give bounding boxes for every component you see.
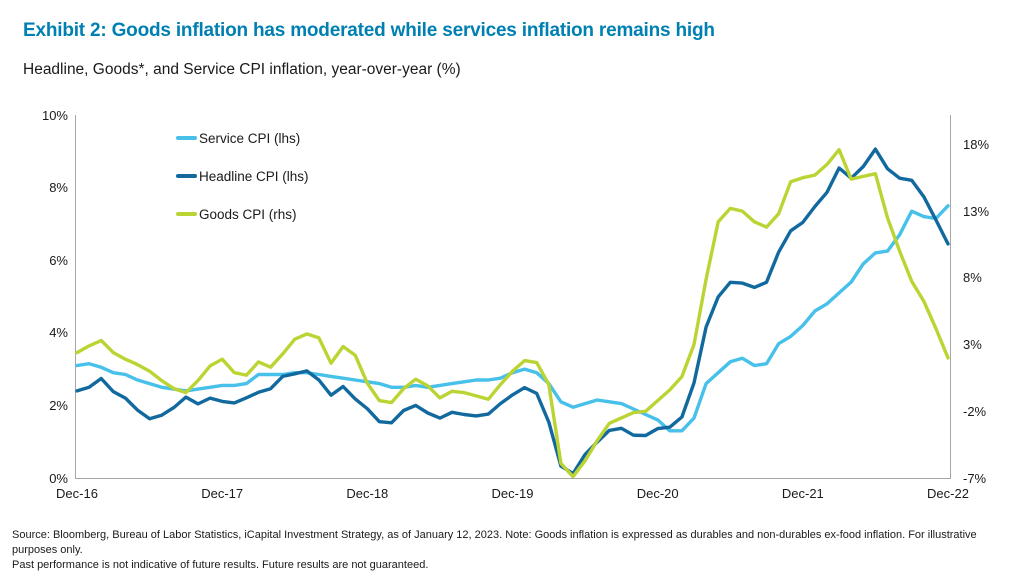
right-axis-tick-label: -2% bbox=[963, 403, 987, 419]
page-subtitle: Headline, Goods*, and Service CPI inflat… bbox=[23, 61, 461, 78]
source-note-line1: Source: Bloomberg, Bureau of Labor Stati… bbox=[12, 529, 977, 556]
left-axis-tick-label: 4% bbox=[49, 325, 68, 341]
left-axis-tick-label: 2% bbox=[49, 397, 68, 413]
legend-label: Service CPI (lhs) bbox=[199, 130, 301, 146]
right-axis-line bbox=[950, 115, 951, 479]
left-axis-line bbox=[75, 115, 76, 479]
legend-swatch-headline bbox=[176, 174, 197, 178]
right-axis-tick-label: 13% bbox=[963, 203, 990, 219]
x-axis-tick-label: Dec-17 bbox=[201, 486, 244, 501]
legend-item-service: Service CPI (lhs) bbox=[176, 130, 301, 146]
legend-swatch-goods bbox=[176, 212, 197, 216]
page-title: Exhibit 2: Goods inflation has moderated… bbox=[23, 20, 715, 41]
x-axis-tick-label: Dec-22 bbox=[927, 486, 969, 501]
left-axis-tick-label: 0% bbox=[49, 470, 68, 486]
source-note-line2: Past performance is not indicative of fu… bbox=[12, 559, 429, 571]
series-line-goods bbox=[75, 148, 950, 478]
x-axis-tick-label: Dec-16 bbox=[56, 486, 98, 501]
x-axis-tick-label: Dec-20 bbox=[636, 486, 679, 501]
right-axis-tick-label: 18% bbox=[963, 136, 990, 152]
legend-label: Goods CPI (rhs) bbox=[199, 206, 297, 222]
x-axis-line bbox=[75, 478, 951, 479]
x-axis-tick-label: Dec-18 bbox=[346, 486, 389, 501]
x-axis-tick-label: Dec-21 bbox=[781, 486, 824, 501]
series-line-service bbox=[75, 204, 950, 433]
left-axis-tick-label: 8% bbox=[49, 180, 68, 196]
source-note: Source: Bloomberg, Bureau of Labor Stati… bbox=[12, 528, 1016, 573]
plot-svg bbox=[75, 147, 950, 478]
legend-item-headline: Headline CPI (lhs) bbox=[176, 168, 309, 184]
right-axis-tick-label: -7% bbox=[963, 470, 987, 486]
legend-swatch-service bbox=[176, 136, 197, 140]
left-axis-tick-label: 6% bbox=[49, 252, 68, 268]
x-axis-tick-label: Dec-19 bbox=[491, 486, 534, 501]
left-axis-tick-label: 10% bbox=[41, 107, 68, 123]
legend-item-goods: Goods CPI (rhs) bbox=[176, 206, 297, 222]
series-line-headline bbox=[75, 147, 950, 476]
right-axis-tick-label: 3% bbox=[963, 337, 982, 353]
right-axis-tick-label: 8% bbox=[963, 270, 982, 286]
legend-label: Headline CPI (lhs) bbox=[199, 168, 309, 184]
